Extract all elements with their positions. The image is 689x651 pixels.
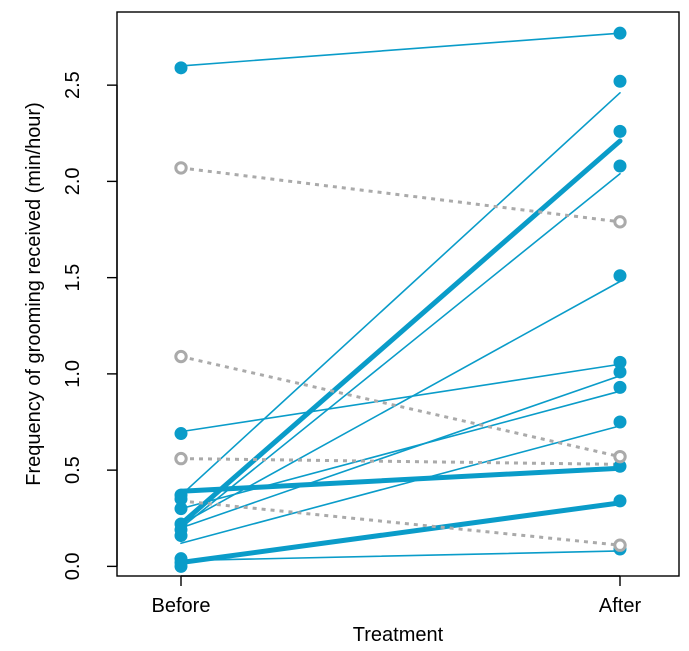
y-tick-label: 0.0	[62, 552, 84, 580]
x-tick-label: After	[599, 595, 642, 617]
after-point-3	[613, 124, 627, 138]
x-tick-label: Before	[152, 595, 211, 617]
after-point-5	[613, 269, 627, 283]
after-point-7	[613, 365, 627, 379]
series-line-11	[178, 500, 623, 566]
before-point-1	[174, 61, 188, 75]
after-point-14	[613, 449, 627, 464]
series-line-6	[180, 363, 621, 433]
after-point-11	[613, 494, 627, 508]
x-axis-label: Treatment	[353, 624, 444, 646]
axes: 0.0 0.5 1.0 1.5 2.0 2.5 Before After	[62, 71, 641, 617]
paired-lines	[178, 32, 623, 566]
data-points	[174, 26, 627, 573]
series-line-14	[180, 355, 621, 459]
series-line-4	[180, 172, 621, 529]
series-line-15	[180, 457, 621, 466]
before-point-13	[174, 349, 188, 364]
y-tick-label: 0.5	[62, 456, 84, 484]
after-point-9	[613, 415, 627, 429]
y-tick-label: 1.5	[62, 264, 84, 292]
series-line-10	[178, 465, 623, 494]
series-line-12	[180, 550, 621, 562]
y-tick-label: 2.5	[62, 71, 84, 99]
after-point-4	[613, 159, 627, 173]
before-point-12	[174, 161, 188, 175]
after-point-15	[613, 538, 627, 552]
after-point-13	[613, 215, 627, 229]
series-line-7	[180, 375, 621, 529]
y-tick-label: 1.0	[62, 360, 84, 388]
y-tick-label: 2.0	[62, 167, 84, 195]
before-point-8	[174, 529, 188, 543]
before-point-14	[174, 451, 188, 466]
series-line-1	[180, 32, 621, 67]
series-line-5	[180, 280, 621, 525]
series-line-3	[178, 138, 623, 527]
before-point-2	[174, 427, 188, 441]
after-point-1	[613, 26, 627, 40]
y-axis-label: Frequency of grooming received (min/hour…	[23, 102, 45, 486]
series-line-13	[180, 166, 621, 224]
series-line-8	[180, 390, 621, 510]
before-point-5	[174, 502, 188, 516]
after-point-8	[613, 380, 627, 394]
after-point-2	[613, 74, 627, 88]
series-line-2	[180, 92, 621, 496]
series-line-16	[180, 499, 621, 547]
before-point-11	[174, 559, 188, 573]
series-line-9	[180, 425, 621, 545]
